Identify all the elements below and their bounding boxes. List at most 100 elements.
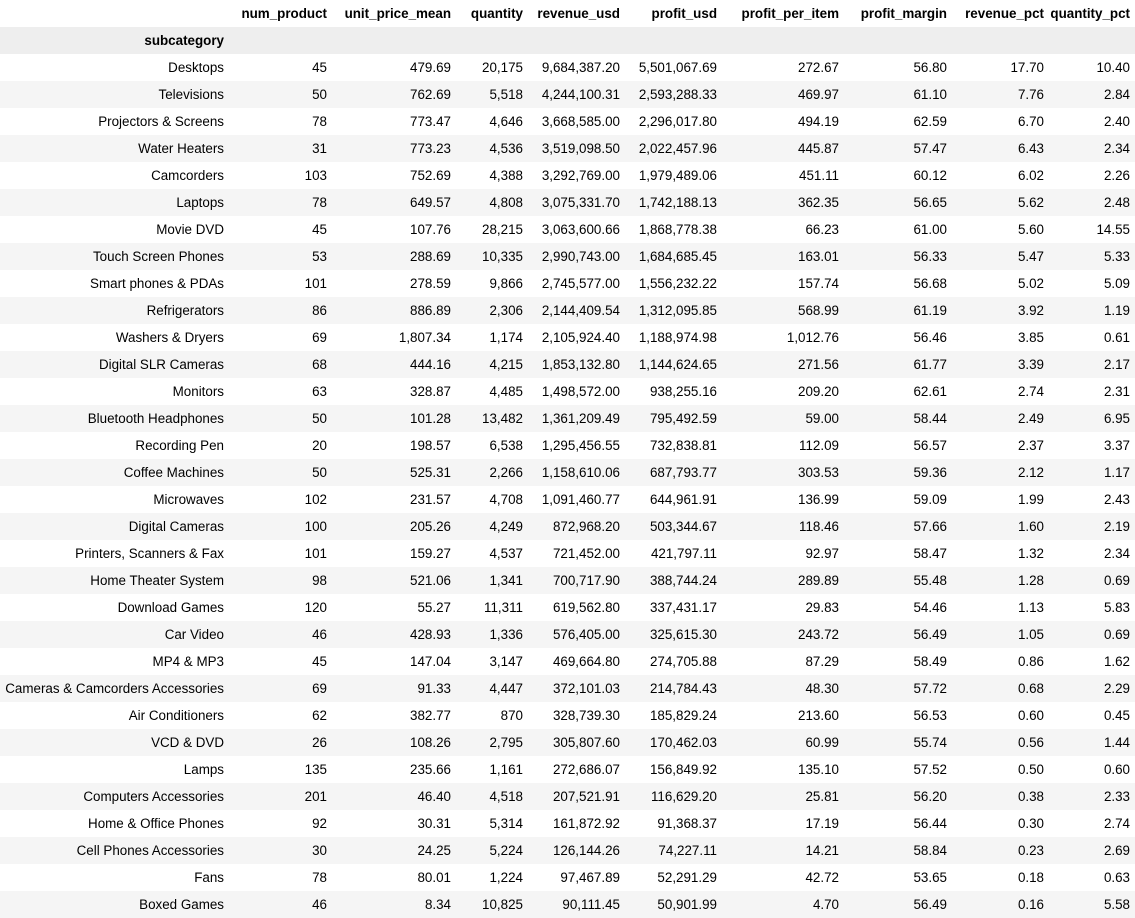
table-row: Digital SLR Cameras 68 444.16 4,215 1,853,13… <box>0 351 1135 378</box>
cell-revenue-pct: 5.60 <box>1017 222 1044 237</box>
cell-revenue-pct: 2.12 <box>1017 465 1044 480</box>
cell-profit-per-item: 289.89 <box>798 573 839 588</box>
cell-profit-per-item: 445.87 <box>798 141 839 156</box>
cell-num-product: 101 <box>304 276 327 291</box>
table-row: Camcorders 103 752.69 4,388 3,292,769.00 1,97… <box>0 162 1135 189</box>
cell-unit-price-mean: 649.57 <box>410 195 451 210</box>
table-row: Air Conditioners 62 382.77 870 328,739.30 185… <box>0 702 1135 729</box>
cell-unit-price-mean: 205.26 <box>410 519 451 534</box>
cell-revenue-usd: 2,990,743.00 <box>541 249 620 264</box>
cell-quantity: 4,646 <box>489 114 523 129</box>
cell-quantity-pct: 1.17 <box>1103 465 1130 480</box>
cell-unit-price-mean: 91.33 <box>417 681 451 696</box>
cell-revenue-pct: 0.50 <box>1017 762 1044 777</box>
cell-quantity: 2,306 <box>489 303 523 318</box>
cell-num-product: 62 <box>312 708 327 723</box>
cell-num-product: 31 <box>312 141 327 156</box>
table-row: Desktops 45 479.69 20,175 9,684,387.20 5,501,… <box>0 54 1135 81</box>
cell-profit-usd: 156,849.92 <box>649 762 717 777</box>
cell-revenue-usd: 2,745,577.00 <box>541 276 620 291</box>
cell-revenue-pct: 1.99 <box>1017 492 1044 507</box>
row-index-label: Bluetooth Headphones <box>87 411 224 426</box>
row-index-label: Monitors <box>172 384 224 399</box>
table-row: MP4 & MP3 45 147.04 3,147 469,664.80 274,705.… <box>0 648 1135 675</box>
cell-quantity-pct: 1.62 <box>1103 654 1130 669</box>
cell-profit-per-item: 14.21 <box>805 843 839 858</box>
table-row: Cell Phones Accessories 30 24.25 5,224 126,1… <box>0 837 1135 864</box>
table-row: Televisions 50 762.69 5,518 4,244,100.31 2,59… <box>0 81 1135 108</box>
cell-quantity-pct: 2.84 <box>1103 87 1130 102</box>
cell-revenue-pct: 6.02 <box>1017 168 1044 183</box>
table-row: Cameras & Camcorders Accessories 69 91.33 4… <box>0 675 1135 702</box>
table-row: Microwaves 102 231.57 4,708 1,091,460.77 644,… <box>0 486 1135 513</box>
cell-revenue-usd: 2,144,409.54 <box>541 303 620 318</box>
cell-revenue-pct: 0.38 <box>1017 789 1044 804</box>
row-index-label: VCD & DVD <box>151 735 224 750</box>
cell-profit-margin: 58.84 <box>913 843 947 858</box>
cell-profit-usd: 1,556,232.22 <box>638 276 717 291</box>
cell-quantity: 4,447 <box>489 681 523 696</box>
cell-profit-margin: 58.49 <box>913 654 947 669</box>
cell-revenue-usd: 3,668,585.00 <box>541 114 620 129</box>
cell-quantity: 20,175 <box>482 60 523 75</box>
row-index-label: Recording Pen <box>135 438 224 453</box>
cell-profit-usd: 732,838.81 <box>649 438 717 453</box>
cell-revenue-pct: 0.18 <box>1017 870 1044 885</box>
cell-num-product: 86 <box>312 303 327 318</box>
cell-num-product: 78 <box>312 114 327 129</box>
cell-profit-per-item: 42.72 <box>805 870 839 885</box>
table-row: Monitors 63 328.87 4,485 1,498,572.00 938,255… <box>0 378 1135 405</box>
cell-num-product: 101 <box>304 546 327 561</box>
cell-profit-per-item: 494.19 <box>798 114 839 129</box>
cell-unit-price-mean: 1,807.34 <box>398 330 451 345</box>
cell-profit-margin: 61.19 <box>913 303 947 318</box>
cell-quantity: 1,341 <box>489 573 523 588</box>
cell-profit-margin: 60.12 <box>913 168 947 183</box>
cell-quantity: 5,518 <box>489 87 523 102</box>
cell-revenue-usd: 1,295,456.55 <box>541 438 620 453</box>
cell-num-product: 69 <box>312 330 327 345</box>
cell-profit-usd: 2,593,288.33 <box>638 87 717 102</box>
cell-revenue-usd: 3,063,600.66 <box>541 222 620 237</box>
cell-quantity-pct: 14.55 <box>1096 222 1130 237</box>
cell-profit-margin: 56.49 <box>913 627 947 642</box>
row-index-label: Smart phones & PDAs <box>90 276 224 291</box>
cell-profit-per-item: 136.99 <box>798 492 839 507</box>
cell-profit-usd: 5,501,067.69 <box>638 60 717 75</box>
cell-unit-price-mean: 80.01 <box>417 870 451 885</box>
cell-unit-price-mean: 525.31 <box>410 465 451 480</box>
cell-profit-usd: 325,615.30 <box>649 627 717 642</box>
cell-profit-margin: 56.46 <box>913 330 947 345</box>
table-row: Refrigerators 86 886.89 2,306 2,144,409.54 1,… <box>0 297 1135 324</box>
cell-revenue-pct: 0.56 <box>1017 735 1044 750</box>
row-index-label: Cell Phones Accessories <box>76 843 224 858</box>
row-index-label: Air Conditioners <box>128 708 224 723</box>
table-row: Touch Screen Phones 53 288.69 10,335 2,990,7… <box>0 243 1135 270</box>
cell-unit-price-mean: 24.25 <box>417 843 451 858</box>
cell-num-product: 120 <box>304 600 327 615</box>
row-index-label: Washers & Dryers <box>115 330 224 345</box>
cell-revenue-usd: 721,452.00 <box>552 546 620 561</box>
cell-quantity-pct: 10.40 <box>1096 60 1130 75</box>
cell-profit-per-item: 29.83 <box>805 600 839 615</box>
cell-quantity: 13,482 <box>482 411 523 426</box>
cell-revenue-pct: 1.60 <box>1017 519 1044 534</box>
table-row: Coffee Machines 50 525.31 2,266 1,158,610.06… <box>0 459 1135 486</box>
cell-num-product: 78 <box>312 195 327 210</box>
cell-profit-usd: 2,296,017.80 <box>638 114 717 129</box>
cell-quantity-pct: 2.40 <box>1103 114 1130 129</box>
cell-quantity: 5,314 <box>489 816 523 831</box>
cell-unit-price-mean: 30.31 <box>417 816 451 831</box>
table-row: Washers & Dryers 69 1,807.34 1,174 2,105,924… <box>0 324 1135 351</box>
cell-quantity-pct: 2.34 <box>1103 141 1130 156</box>
cell-unit-price-mean: 55.27 <box>417 600 451 615</box>
cell-profit-usd: 52,291.29 <box>657 870 717 885</box>
table-row: Car Video 46 428.93 1,336 576,405.00 325,615.… <box>0 621 1135 648</box>
row-index-label: Camcorders <box>151 168 224 183</box>
cell-profit-usd: 214,784.43 <box>649 681 717 696</box>
cell-quantity: 4,536 <box>489 141 523 156</box>
cell-revenue-usd: 207,521.91 <box>552 789 620 804</box>
cell-num-product: 201 <box>304 789 327 804</box>
cell-profit-per-item: 59.00 <box>805 411 839 426</box>
cell-profit-margin: 54.46 <box>913 600 947 615</box>
